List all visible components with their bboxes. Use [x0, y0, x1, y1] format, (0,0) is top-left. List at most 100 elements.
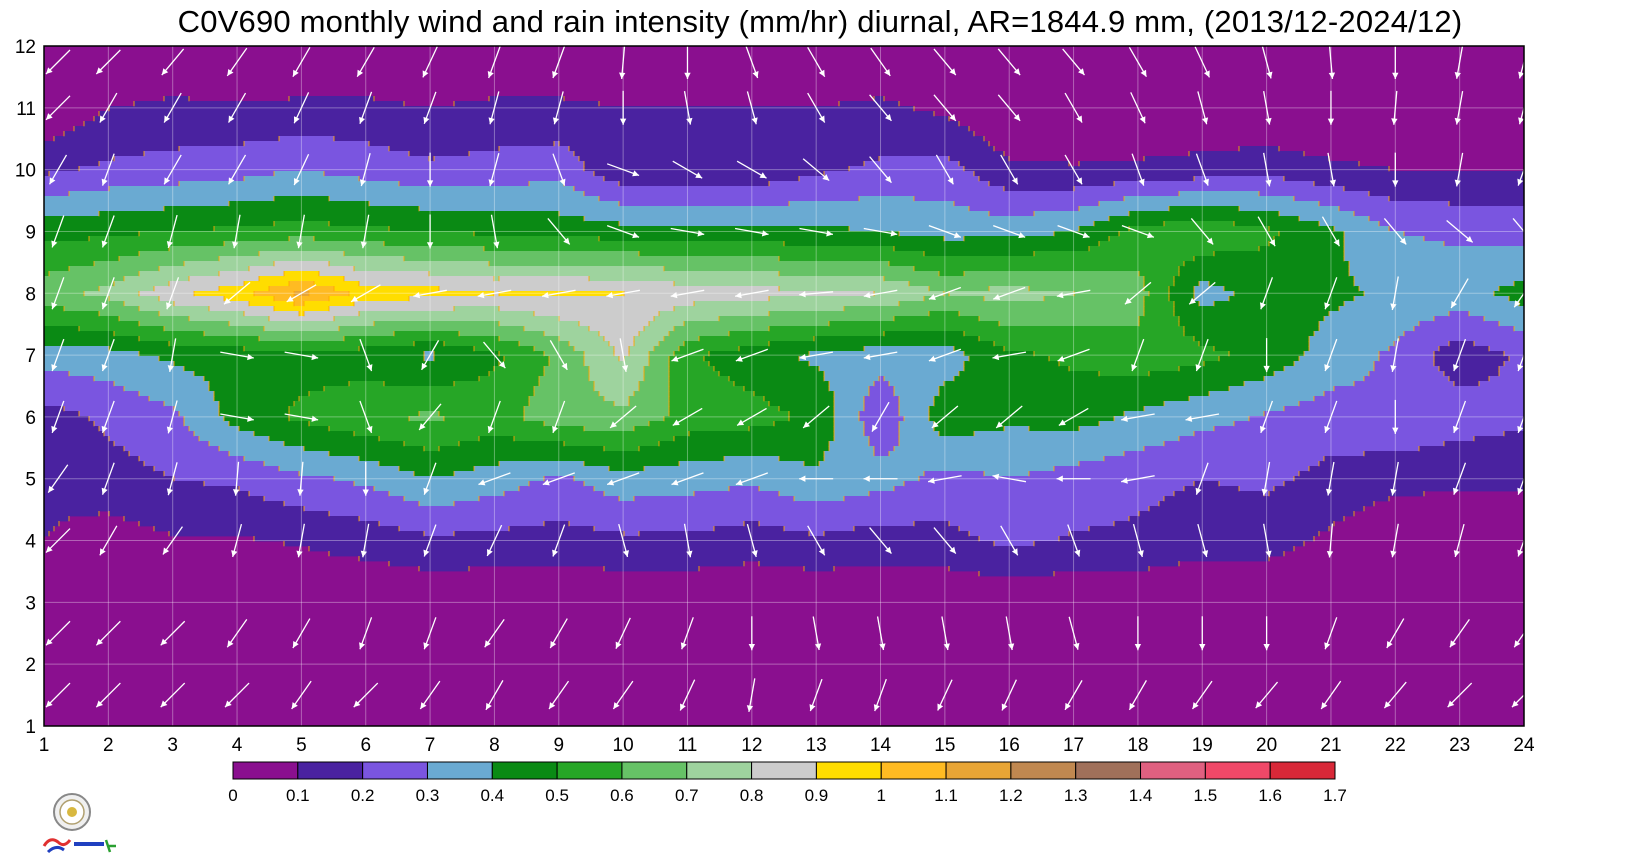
colorbar-tick-label: 1.1: [934, 786, 958, 805]
wind-arrow: [993, 225, 1026, 239]
wind-arrow: [606, 289, 640, 299]
wind-arrow: [1131, 153, 1145, 186]
wind-arrow: [350, 284, 381, 303]
colorbar-swatch: [491, 761, 558, 780]
wind-arrow: [619, 45, 626, 79]
colorbar: 0 0.1 0.2 0.3 0.4 0.5 0.6 0.7 0.8 0.9 1 1.1 1.2 1.3 1.…: [228, 761, 1347, 805]
wind-arrow: [1261, 461, 1271, 496]
wind-arrow: [684, 45, 691, 79]
wind-arrow: [1190, 218, 1214, 245]
wind-arrow: [413, 289, 447, 299]
colorbar-swatch: [1140, 761, 1206, 780]
wind-arrow: [1390, 338, 1399, 372]
wind-arrow: [1067, 524, 1081, 557]
wind-arrow: [735, 472, 769, 486]
wind-arrow: [1057, 225, 1090, 239]
wind-arrow: [1327, 152, 1336, 187]
y-tick-label: 12: [15, 37, 36, 58]
colorbar-swatch: [880, 761, 947, 780]
wind-arrow: [490, 214, 500, 249]
wind-arrow: [353, 682, 379, 708]
colorbar-swatch: [1204, 761, 1271, 780]
wind-arrow: [1058, 407, 1089, 426]
wind-arrow: [619, 338, 629, 372]
wind-arrow: [1194, 46, 1211, 78]
wind-arrow: [933, 527, 957, 554]
wind-arrow: [1191, 680, 1213, 710]
y-tick-label: 10: [15, 161, 36, 182]
colorbar-swatch: [686, 761, 753, 780]
wind-arrow: [807, 525, 826, 556]
wind-arrow: [746, 678, 756, 712]
wind-arrow: [47, 464, 69, 494]
colorbar-swatch: [426, 761, 493, 780]
wind-arrow: [746, 91, 758, 125]
wind-arrow: [1383, 681, 1407, 709]
wind-arrow: [1391, 90, 1398, 125]
colorbar-swatch: [945, 761, 1012, 780]
wind-arrow: [869, 94, 892, 122]
y-tick-label: 7: [25, 346, 36, 367]
wind-arrow: [869, 527, 892, 554]
wind-arrow: [680, 617, 694, 650]
wind-arrow: [799, 291, 834, 298]
colorbar-tick-label: 1.2: [999, 786, 1023, 805]
wind-arrow: [871, 401, 890, 432]
wind-arrow: [541, 289, 576, 299]
wind-arrow: [1447, 682, 1473, 708]
y-tick-label: 6: [25, 408, 36, 429]
wind-arrow: [1001, 679, 1017, 711]
colorbar-tick-label: 0.2: [351, 786, 375, 805]
wind-arrow: [166, 214, 178, 249]
wind-arrow: [167, 338, 177, 372]
wind-arrow: [483, 341, 506, 369]
wind-arrow: [284, 413, 319, 422]
lab-seal-icon: [53, 793, 91, 831]
wind-arrow: [933, 48, 957, 76]
wind-arrow: [863, 289, 898, 299]
wind-arrow: [101, 338, 115, 372]
wind-arrow: [1259, 400, 1274, 434]
wind-arrow: [672, 407, 703, 426]
wind-arrow: [359, 153, 371, 187]
wind-arrow: [1000, 525, 1019, 556]
wind-arrow: [1188, 281, 1216, 305]
y-tick-label: 9: [25, 222, 36, 243]
wind-arrow: [552, 400, 566, 434]
wind-arrow: [618, 523, 629, 558]
wind-arrow: [359, 338, 373, 372]
wind-arrow: [48, 154, 68, 185]
x-tick-label: 17: [1063, 735, 1084, 756]
wind-arrow: [161, 48, 185, 76]
colorbar-swatch: [232, 761, 299, 780]
wind-arrow: [997, 48, 1021, 76]
wind-arrow: [1327, 90, 1335, 125]
wind-arrow: [418, 403, 442, 431]
wind-arrow: [734, 227, 769, 237]
wind-arrow: [869, 156, 892, 184]
wind-arrow: [992, 351, 1027, 361]
colorbar-tick-label: 1.5: [1194, 786, 1218, 805]
wind-arrow: [807, 92, 826, 123]
wind-arrow: [549, 340, 568, 371]
wind-arrow: [671, 472, 704, 486]
wind-arrow: [166, 400, 178, 434]
wind-arrow: [552, 91, 564, 125]
wind-arrow: [672, 160, 703, 179]
wind-arrow: [45, 682, 71, 708]
colorbar-tick-label: 1.6: [1258, 786, 1282, 805]
wind-arrow: [745, 45, 759, 79]
chart-title: C0V690 monthly wind and rain intensity (…: [0, 4, 1640, 40]
wind-arrow: [671, 348, 704, 362]
wind-arrow: [1121, 413, 1155, 422]
wind-arrow: [552, 153, 566, 186]
wind-arrow: [1255, 681, 1279, 709]
wind-arrow: [1328, 45, 1336, 79]
colorbar-swatch: [751, 761, 817, 780]
wind-arrow: [101, 277, 115, 310]
wind-arrow: [95, 49, 121, 75]
wind-arrow: [799, 475, 834, 482]
wind-arrow: [809, 678, 823, 712]
wind-arrow: [51, 215, 65, 248]
